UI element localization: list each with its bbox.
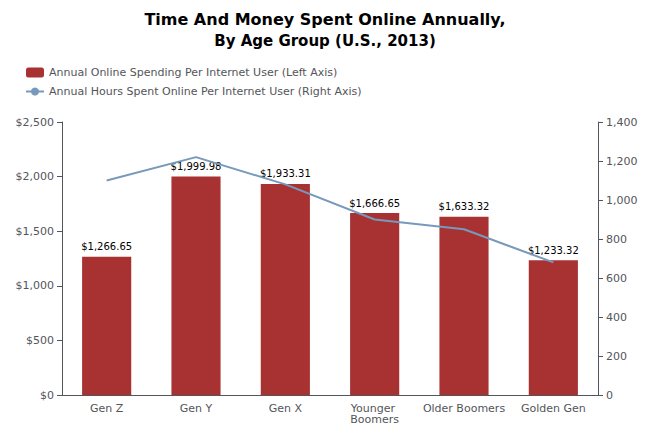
svg-text:Boomers: Boomers bbox=[350, 413, 399, 426]
svg-text:$2,000: $2,000 bbox=[16, 170, 55, 183]
svg-text:400: 400 bbox=[606, 311, 627, 324]
svg-text:$500: $500 bbox=[26, 334, 54, 347]
svg-text:$2,500: $2,500 bbox=[16, 116, 55, 129]
svg-text:$1,500: $1,500 bbox=[16, 225, 55, 238]
svg-text:Time And Money Spent Online An: Time And Money Spent Online Annually, bbox=[144, 10, 505, 29]
svg-text:Annual Hours Spent Online Per: Annual Hours Spent Online Per Internet U… bbox=[49, 85, 362, 98]
svg-text:Younger: Younger bbox=[350, 402, 399, 415]
svg-text:Annual Online Spending Per Int: Annual Online Spending Per Internet User… bbox=[49, 66, 337, 79]
svg-text:600: 600 bbox=[606, 272, 627, 285]
svg-text:$1,266.65: $1,266.65 bbox=[81, 241, 132, 252]
svg-text:1,000: 1,000 bbox=[606, 194, 638, 207]
svg-text:800: 800 bbox=[606, 233, 627, 246]
svg-text:$1,999.98: $1,999.98 bbox=[170, 161, 222, 173]
svg-text:Golden Gen: Golden Gen bbox=[521, 402, 586, 415]
svg-text:$1,233.32: $1,233.32 bbox=[528, 245, 579, 256]
svg-text:Gen Y: Gen Y bbox=[180, 402, 213, 415]
svg-text:1,200: 1,200 bbox=[606, 155, 638, 168]
svg-text:By Age Group (U.S., 2013): By Age Group (U.S., 2013) bbox=[214, 32, 436, 50]
svg-text:Gen X: Gen X bbox=[269, 402, 303, 415]
svg-text:$1,933.31: $1,933.31 bbox=[260, 168, 311, 179]
svg-text:$1,633.32: $1,633.32 bbox=[439, 201, 490, 212]
svg-text:0: 0 bbox=[606, 389, 613, 402]
svg-text:200: 200 bbox=[606, 350, 627, 363]
svg-text:$0: $0 bbox=[40, 389, 54, 402]
svg-text:Older Boomers: Older Boomers bbox=[423, 402, 505, 415]
svg-text:$1,000: $1,000 bbox=[16, 279, 55, 292]
svg-text:1,400: 1,400 bbox=[606, 116, 638, 129]
svg-text:Gen Z: Gen Z bbox=[90, 402, 124, 415]
svg-text:$1,666.65: $1,666.65 bbox=[349, 198, 400, 209]
